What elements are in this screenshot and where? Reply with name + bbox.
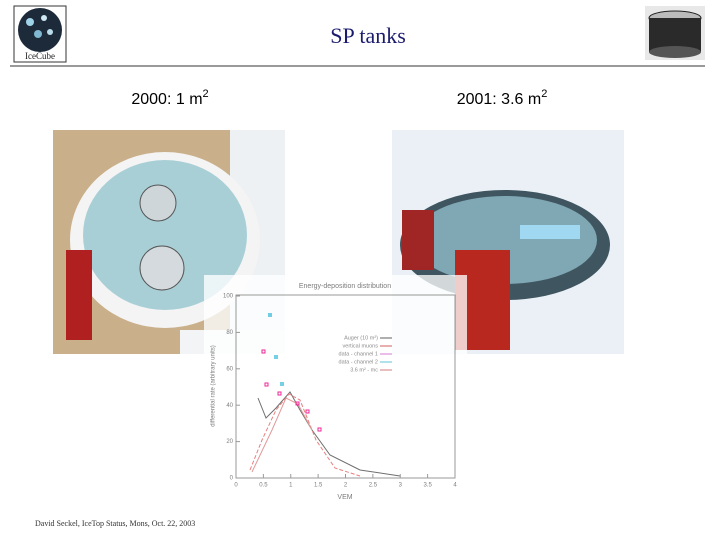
- x-tick-label: 1: [289, 483, 293, 489]
- data-points: [268, 313, 284, 386]
- y-tick-label: 20: [226, 439, 233, 445]
- x-axis-label: VEM: [337, 494, 352, 501]
- legend-label: Auger (10 m²): [344, 335, 378, 341]
- x-tick-label: 2: [344, 483, 348, 489]
- y-tick-label: 0: [230, 476, 234, 482]
- data-points: [261, 349, 322, 432]
- caption-text: 2001: 3.6 m: [457, 91, 542, 108]
- logo-text: IceCube: [25, 51, 55, 61]
- x-tick-label: 2.5: [369, 483, 378, 489]
- caption-sup: 2: [541, 88, 547, 100]
- y-tick-label: 40: [226, 403, 233, 409]
- x-tick-label: 3.5: [423, 483, 432, 489]
- x-tick-label: 0.5: [259, 483, 268, 489]
- photo-caption: 2001: 3.6 m2: [457, 88, 548, 108]
- slide-title: SP tanks: [330, 23, 406, 48]
- photo-caption: 2000: 1 m2: [131, 88, 208, 108]
- y-tick-label: 80: [226, 330, 233, 336]
- x-tick-label: 4: [453, 483, 457, 489]
- x-tick-label: 1.5: [314, 483, 323, 489]
- y-tick-label: 60: [226, 366, 233, 372]
- legend-label: data - channel 2: [339, 359, 378, 365]
- y-axis-label: differential rate (arbitrary units): [211, 345, 217, 427]
- curve: [257, 391, 401, 477]
- x-tick-label: 0: [234, 483, 238, 489]
- caption-sup: 2: [203, 88, 209, 100]
- plot-title: Energy-deposition distribution: [299, 283, 391, 290]
- logo: IceCube: [13, 5, 67, 63]
- plot-background: [204, 275, 467, 490]
- footer: David Seckel, IceTop Status, Mons, Oct. …: [35, 519, 195, 528]
- caption-text: 2000: 1 m: [131, 91, 202, 108]
- curve: [251, 397, 313, 473]
- legend-label: data - channel 1: [339, 351, 378, 357]
- y-tick-label: 100: [223, 294, 234, 300]
- x-tick-label: 3: [399, 483, 403, 489]
- curve: [249, 393, 361, 477]
- legend-label: vertical muons: [343, 343, 379, 349]
- legend-label: 3.6 m² - mc: [350, 367, 378, 373]
- plot: Energy-deposition distribution VEM diffe…: [204, 275, 467, 501]
- header-image: [645, 6, 705, 60]
